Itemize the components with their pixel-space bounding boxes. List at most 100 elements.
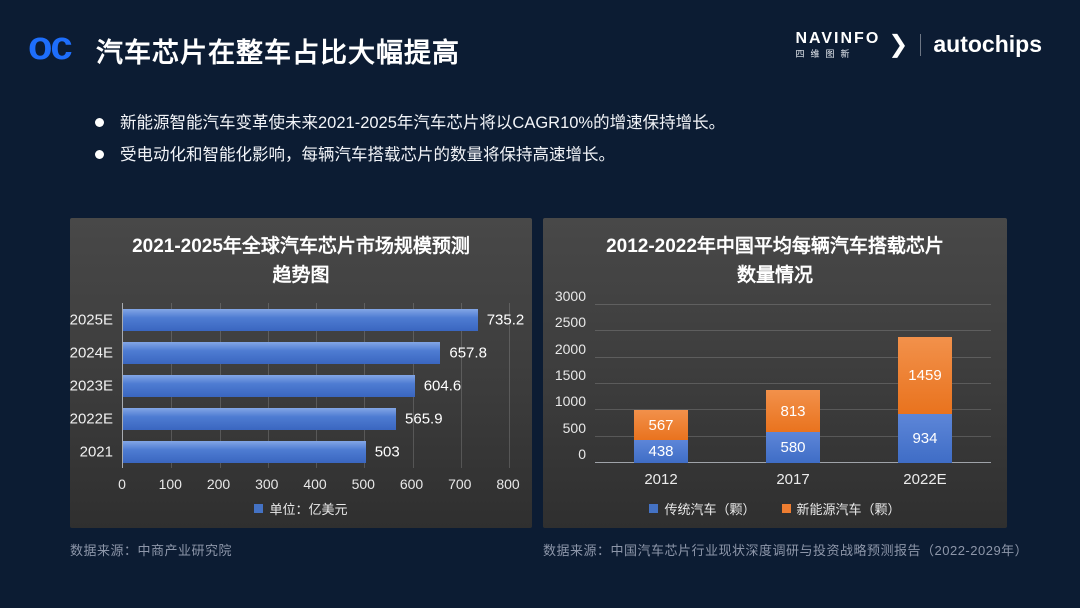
segment-value-label: 813	[780, 402, 806, 420]
oc-logo: oc	[28, 24, 73, 68]
gridline	[595, 356, 991, 358]
autochips-wordmark: autochips	[933, 31, 1042, 57]
gridline	[509, 303, 510, 468]
left-chart-x-axis: 0 100 200 300 400 500 600 700 800	[118, 476, 520, 494]
bar-row: 2024E 657.8	[70, 336, 509, 369]
x-tick-label: 700	[448, 476, 472, 492]
chevron-right-icon: ❯	[888, 31, 909, 58]
stacked-column: 580 813	[766, 389, 820, 463]
bar-row: 2023E 604.6	[70, 369, 509, 402]
bullet-list: 新能源智能汽车变革使未来2021-2025年汽车芯片将以CAGR10%的增速保持…	[95, 112, 725, 177]
right-chart-legend: 传统汽车（颗） 新能源汽车（颗）	[543, 499, 1007, 518]
bar-row: 2025E 735.2	[70, 303, 524, 336]
legend-label: 传统汽车（颗）	[664, 502, 756, 517]
x-tick-label: 500	[351, 476, 375, 492]
left-chart-title-line1: 2021-2025年全球汽车芯片市场规模预测	[132, 236, 470, 257]
bar-row: 2021 503	[80, 435, 509, 468]
x-tick-label: 200	[206, 476, 231, 492]
bar	[123, 407, 397, 430]
bullet-dot-icon	[95, 150, 104, 160]
bar-value-label: 565.9	[405, 410, 443, 427]
bar	[123, 374, 415, 397]
right-chart-card: 2012-2022年中国平均每辆汽车搭载芯片 数量情况 0 500 1000 1500…	[543, 218, 1007, 528]
bar-category-label: 2025E	[69, 311, 113, 328]
bar-row: 2022E 565.9	[70, 402, 509, 435]
legend-item: 新能源汽车（颗）	[781, 499, 901, 518]
bar-value-label: 604.6	[423, 377, 462, 394]
x-tick-label: 400	[303, 476, 327, 492]
left-chart-plot-area: 2025E 735.2 2024E 657.8 2023E 604.6 2022E 565.9…	[70, 303, 524, 468]
gridline	[460, 303, 462, 468]
y-tick-label: 1500	[554, 367, 586, 383]
page-title: 汽车芯片在整车占比大幅提高	[96, 38, 460, 68]
x-category-label: 2012	[644, 471, 678, 488]
bar-value-label: 503	[374, 443, 400, 460]
legend-item: 传统汽车（颗）	[649, 499, 756, 518]
x-tick-label: 100	[158, 476, 182, 492]
left-chart-title: 2021-2025年全球汽车芯片市场规模预测 趋势图	[70, 232, 532, 291]
column-segment-nev: 567	[634, 410, 688, 440]
x-tick-label: 0	[118, 476, 126, 492]
column-segment-traditional: 438	[634, 439, 688, 463]
bar-category-label: 2024E	[69, 344, 113, 361]
gridline	[595, 383, 991, 384]
legend-item: 单位：亿美元	[254, 499, 348, 518]
bar-category-label: 2021	[79, 443, 113, 460]
brand-logos: NAVINFO 四维图新 ❯ autochips	[795, 30, 1042, 59]
segment-value-label: 1459	[908, 366, 942, 384]
left-chart-source: 数据来源：中商产业研究院	[70, 543, 233, 558]
y-tick-label: 2000	[554, 340, 586, 357]
left-chart-title-line2: 趋势图	[272, 265, 330, 287]
stacked-column: 438 567	[634, 410, 688, 463]
navinfo-logo: NAVINFO 四维图新	[795, 30, 880, 59]
right-chart-title: 2012-2022年中国平均每辆汽车搭载芯片 数量情况	[543, 232, 1007, 291]
right-chart-title-line2: 数量情况	[736, 265, 813, 287]
x-tick-label: 300	[255, 476, 279, 492]
bullet-item: 受电动化和智能化影响，每辆汽车搭载芯片的数量将保持高速增长。	[95, 144, 725, 166]
gridline	[595, 330, 991, 332]
gridline	[595, 304, 991, 305]
legend-label: 单位：亿美元	[269, 502, 348, 517]
right-chart-plot-area: 0 500 1000 1500 2000 2500 3000 438 567 580 813 934 1…	[555, 288, 991, 463]
bar-category-label: 2023E	[69, 377, 113, 394]
right-chart-x-axis: 2012 2017 2022E	[595, 471, 991, 489]
column-segment-nev: 813	[766, 389, 820, 433]
column-segment-traditional: 934	[897, 413, 952, 463]
bullet-text: 受电动化和智能化影响，每辆汽车搭载芯片的数量将保持高速增长。	[120, 146, 615, 165]
x-tick-label: 800	[496, 476, 520, 492]
legend-swatch-icon	[254, 504, 264, 513]
bar-category-label: 2022E	[69, 410, 113, 427]
left-chart-legend: 单位：亿美元	[70, 499, 532, 518]
bar	[123, 341, 441, 364]
segment-value-label: 567	[648, 416, 674, 434]
brand-divider	[920, 33, 922, 56]
navinfo-chinese-label: 四维图新	[795, 48, 856, 59]
column-segment-traditional: 580	[766, 432, 820, 463]
y-tick-label: 0	[578, 446, 586, 462]
left-chart-card: 2021-2025年全球汽车芯片市场规模预测 趋势图 2025E 735.2 202…	[70, 218, 532, 528]
segment-value-label: 934	[912, 429, 938, 447]
bullet-item: 新能源智能汽车变革使未来2021-2025年汽车芯片将以CAGR10%的增速保持…	[95, 112, 725, 134]
y-tick-label: 1000	[554, 393, 586, 410]
bar-value-label: 657.8	[449, 344, 487, 361]
y-tick-label: 2500	[554, 314, 586, 331]
column-segment-nev: 1459	[897, 336, 952, 414]
bullet-dot-icon	[95, 118, 104, 127]
slide-header: oc 汽车芯片在整车占比大幅提高 NAVINFO 四维图新 ❯ autochip…	[0, 0, 1080, 100]
bar	[123, 440, 366, 463]
segment-value-label: 438	[648, 442, 674, 460]
segment-value-label: 580	[780, 439, 806, 457]
right-chart-title-line1: 2012-2022年中国平均每辆汽车搭载芯片	[606, 236, 944, 257]
x-tick-label: 600	[399, 476, 424, 492]
stacked-column: 934 1459	[897, 336, 952, 463]
bar	[123, 308, 478, 331]
right-chart-source: 数据来源：中国汽车芯片行业现状深度调研与投资战略预测报告（2022-2029年）	[543, 543, 1029, 558]
legend-swatch-icon	[649, 504, 659, 513]
x-category-label: 2022E	[903, 471, 947, 488]
legend-swatch-icon	[781, 504, 791, 513]
bullet-text: 新能源智能汽车变革使未来2021-2025年汽车芯片将以CAGR10%的增速保持…	[120, 114, 726, 132]
bar-value-label: 735.2	[486, 311, 525, 328]
y-tick-label: 3000	[554, 288, 586, 304]
legend-label: 新能源汽车（颗）	[796, 502, 901, 517]
y-tick-label: 500	[562, 419, 586, 436]
